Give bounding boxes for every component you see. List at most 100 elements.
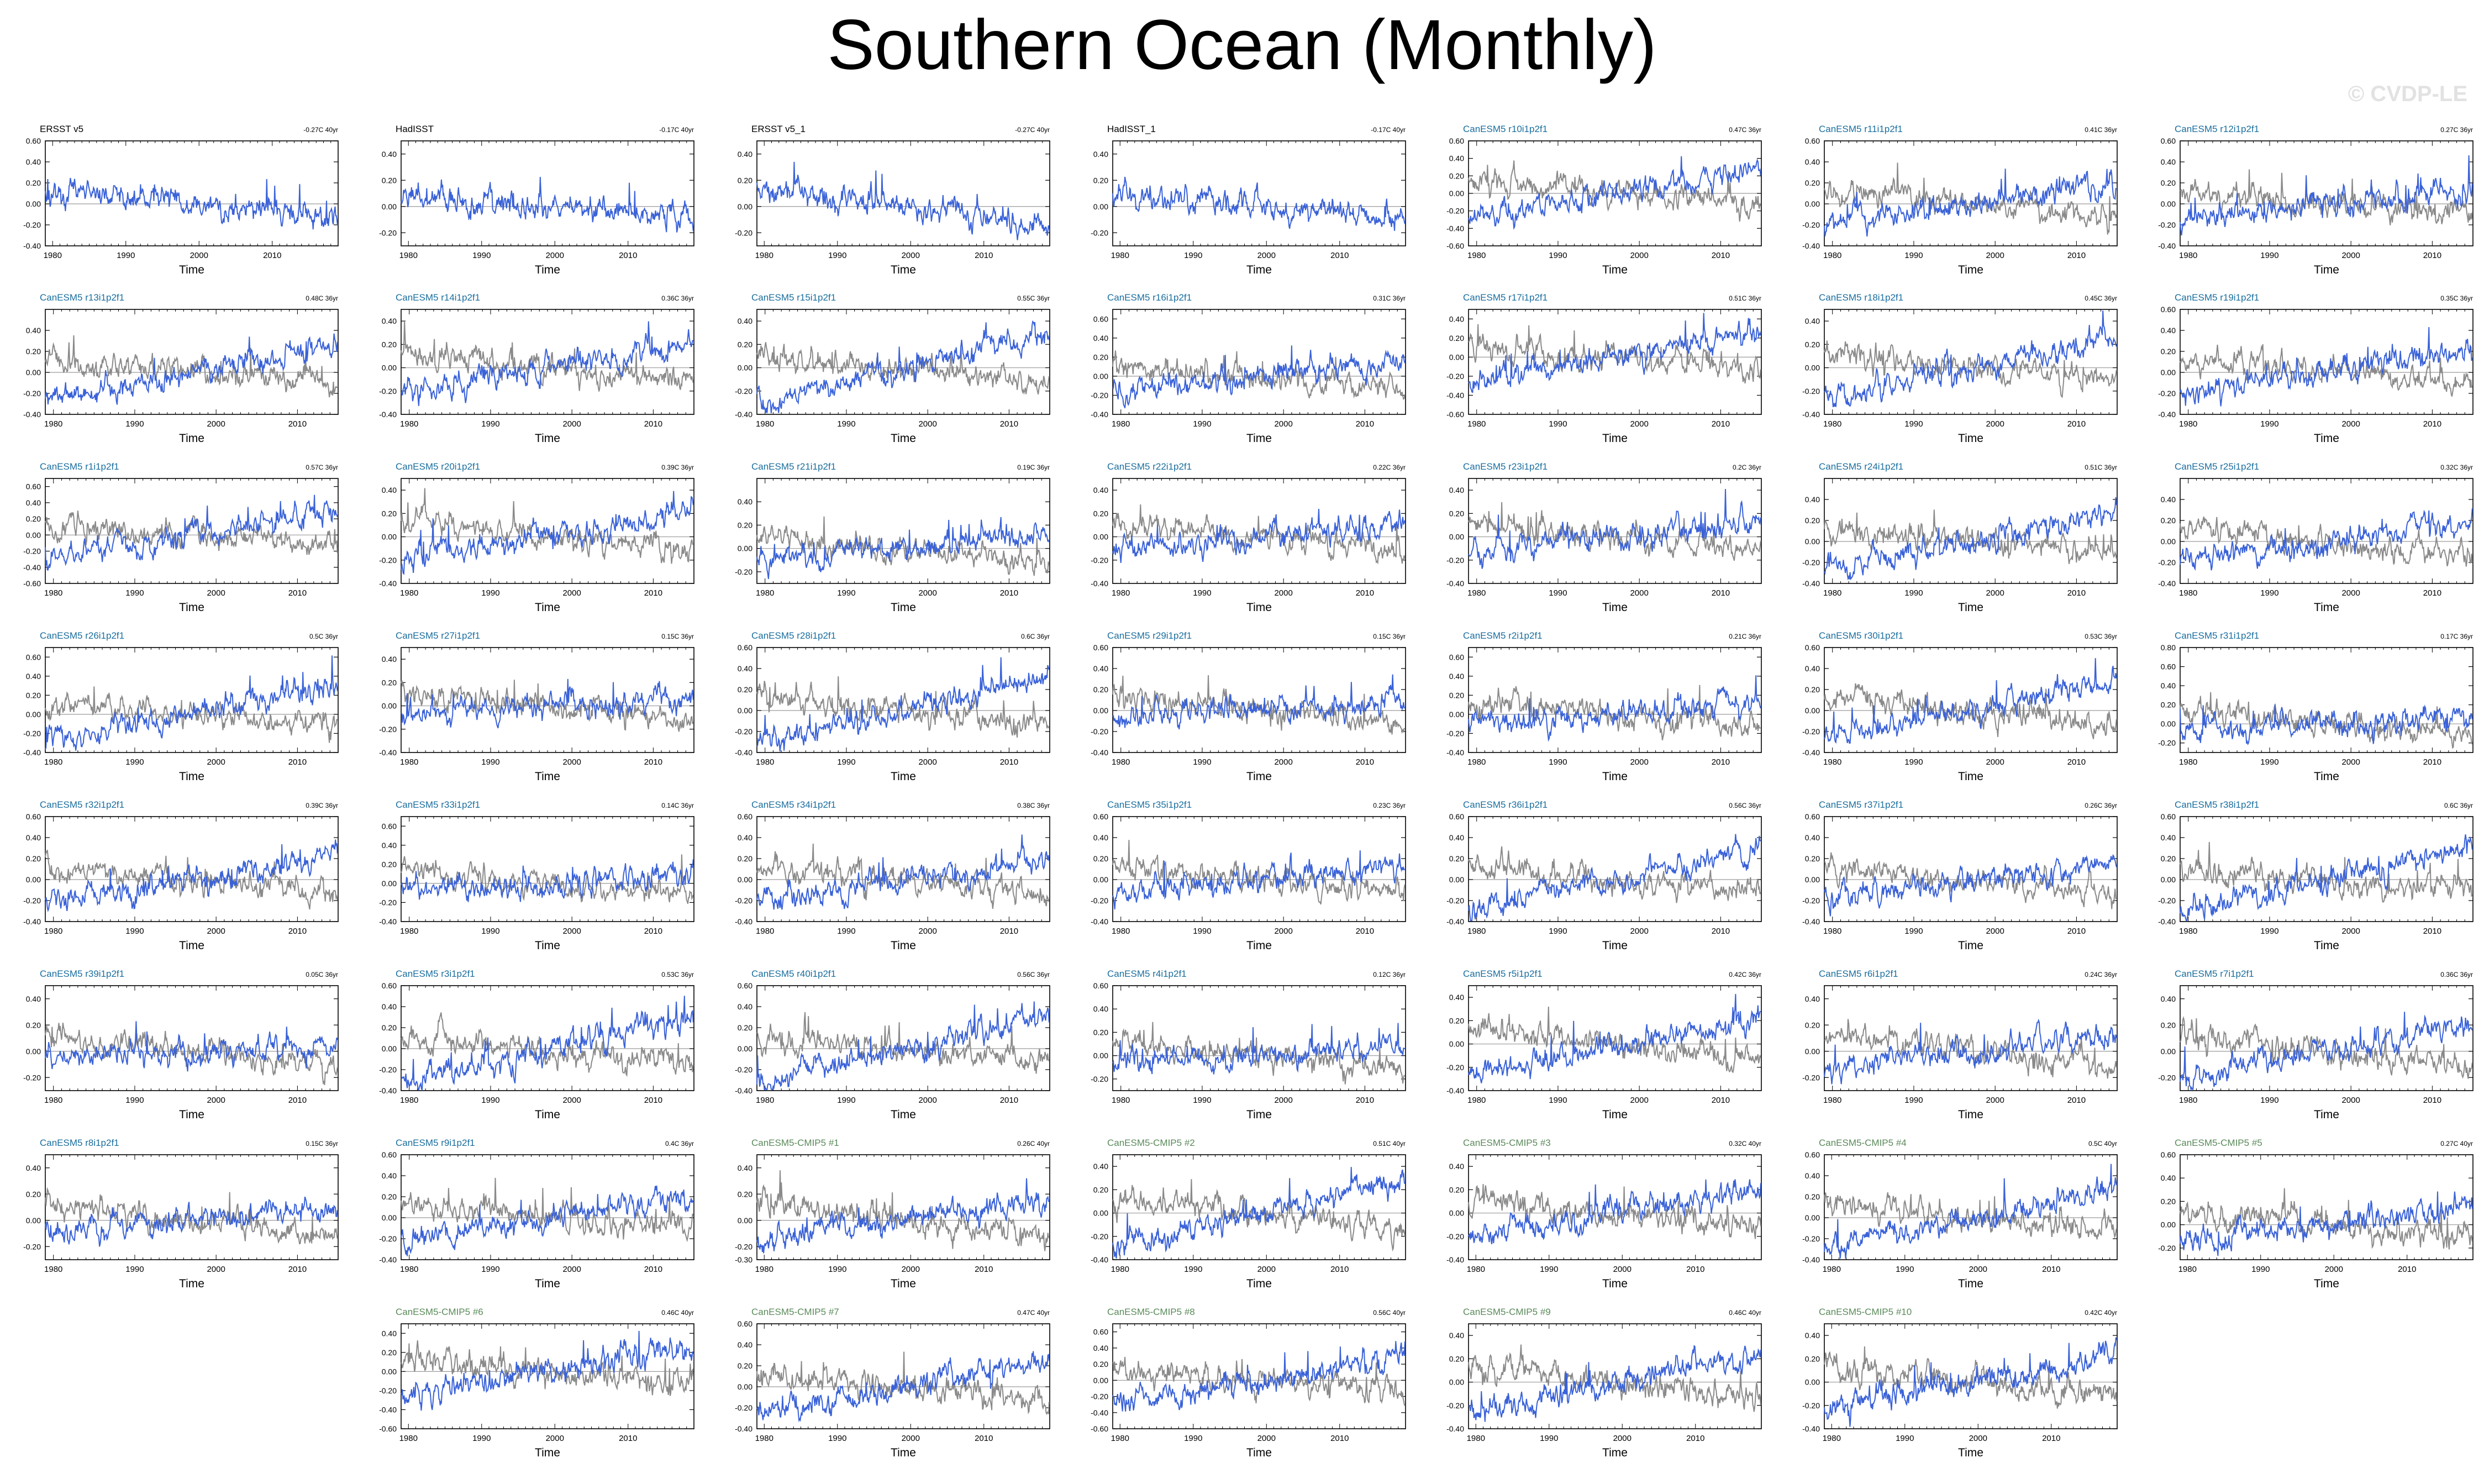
x-tick-label: 2000 [918, 419, 936, 429]
x-tick-label: 2000 [1630, 927, 1648, 936]
y-tick-label: -0.20 [1446, 1063, 1464, 1072]
panel-trend: 0.15C 36yr [1373, 633, 1406, 640]
panel-frame [2180, 647, 2474, 753]
panel-trend: 0.19C 36yr [1017, 464, 1050, 471]
panel-32: CanESM5 r35i1p2f1 0.23C 36yr 0.60 0.40 0.20 0… [1091, 799, 1406, 952]
y-tick-label: 0.40 [1449, 1162, 1464, 1171]
obs-series-line [756, 161, 1050, 240]
x-tick-label: 2010 [2042, 1265, 2060, 1274]
y-tick-label: 0.60 [1093, 314, 1108, 323]
x-axis-label: Time [2314, 1108, 2339, 1121]
panel-frame [401, 309, 694, 415]
x-axis-label: Time [1602, 939, 1628, 952]
x-axis-label: Time [2314, 770, 2339, 783]
panel-trend: -0.27C 40yr [303, 126, 338, 134]
y-tick-label: 0.40 [2161, 157, 2176, 166]
panel-title: CanESM5 r34i1p2f1 [751, 799, 836, 810]
panel-title: CanESM5 r37i1p2f1 [1819, 799, 1903, 810]
y-tick-label: -0.20 [379, 725, 397, 734]
x-tick-label: 1980 [44, 757, 62, 767]
y-tick-label: -0.20 [2158, 1073, 2176, 1082]
x-tick-label: 2000 [562, 419, 581, 429]
x-tick-label: 2000 [207, 757, 225, 767]
x-tick-label: 1990 [1184, 251, 1202, 260]
x-tick-label: 2010 [1686, 1265, 1704, 1274]
panel-39: CanESM5 r4i1p2f1 0.12C 36yr 0.60 0.40 0.20 0.… [1091, 969, 1406, 1121]
panel-title: CanESM5 r10i1p2f1 [1463, 124, 1548, 134]
y-tick-label: 0.00 [2161, 719, 2176, 728]
panel-10: CanESM5 r15i1p2f1 0.55C 36yr 0.40 0.20 0.00 -… [735, 292, 1050, 445]
x-tick-label: 2000 [1630, 251, 1648, 260]
panel-trend: 0.32C 40yr [1729, 1140, 1761, 1148]
x-tick-label: 2000 [1274, 588, 1292, 598]
x-tick-label: 1990 [1904, 757, 1923, 767]
y-tick-label: -0.40 [1091, 410, 1108, 419]
x-tick-label: 1990 [1549, 757, 1567, 767]
x-tick-label: 1980 [399, 251, 418, 260]
y-tick-label: 0.20 [1805, 178, 1820, 187]
x-tick-label: 2000 [1969, 1265, 1987, 1274]
y-tick-label: 0.00 [2161, 1047, 2176, 1056]
panel-34: CanESM5 r37i1p2f1 0.26C 36yr 0.60 0.40 0.20 0… [1802, 799, 2118, 952]
panel-title: CanESM5-CMIP5 #5 [2175, 1138, 2262, 1148]
panel-frame [1112, 647, 1406, 753]
y-tick-label: 0.60 [2161, 1150, 2176, 1159]
x-tick-label: 1980 [400, 1265, 418, 1274]
panel-title: CanESM5 r20i1p2f1 [396, 461, 480, 472]
x-axis-label: Time [1958, 1277, 1983, 1290]
x-tick-label: 1990 [1193, 419, 1211, 429]
x-tick-label: 1980 [1823, 588, 1841, 598]
panel-trend: 0.38C 36yr [1017, 802, 1050, 809]
panel-trend: 0.22C 36yr [1373, 464, 1406, 471]
y-tick-label: 0.00 [738, 544, 752, 553]
panel-40: CanESM5 r5i1p2f1 0.42C 36yr 0.40 0.20 0.00 -0… [1446, 969, 1762, 1121]
x-tick-label: 2010 [644, 927, 662, 936]
x-tick-label: 2000 [207, 927, 225, 936]
x-tick-label: 2010 [619, 251, 637, 260]
panel-26: CanESM5 r2i1p2f1 0.21C 36yr 0.60 0.40 0.20 0.… [1446, 630, 1762, 783]
panel-3: ERSST v5_1 -0.27C 40yr 0.40 0.20 0.00 -0.20 19… [735, 124, 1050, 276]
panel-24: CanESM5 r28i1p2f1 0.6C 36yr 0.60 0.40 0.20 0.… [735, 630, 1050, 783]
x-axis-label: Time [2314, 601, 2339, 614]
panel-8: CanESM5 r13i1p2f1 0.48C 36yr 0.40 0.20 0.00 -… [23, 292, 339, 445]
y-tick-label: 0.40 [1805, 1171, 1820, 1180]
y-tick-label: -0.40 [23, 748, 41, 757]
obs-series-line [1112, 675, 1405, 735]
y-tick-label: -0.40 [2158, 241, 2176, 250]
x-axis-label: Time [891, 939, 916, 952]
panel-title: CanESM5 r32i1p2f1 [40, 799, 124, 810]
obs-series-line [45, 1023, 338, 1086]
x-axis-label: Time [1602, 432, 1628, 445]
x-tick-label: 1980 [2179, 251, 2197, 260]
panel-trend: 0.39C 36yr [306, 802, 338, 809]
x-tick-label: 2000 [1274, 927, 1292, 936]
x-tick-label: 2010 [288, 588, 307, 598]
x-tick-label: 2000 [1257, 251, 1276, 260]
x-tick-label: 1980 [756, 927, 774, 936]
y-tick-label: -0.20 [1091, 896, 1108, 905]
y-tick-label: 0.20 [1449, 854, 1464, 863]
x-tick-label: 1980 [2179, 757, 2197, 767]
y-tick-label: 0.00 [1449, 1209, 1464, 1218]
panel-trend: 0.45C 36yr [2085, 294, 2117, 302]
y-tick-label: 0.60 [26, 652, 41, 661]
y-tick-label: 0.20 [382, 1023, 397, 1032]
obs-series-line [45, 511, 338, 555]
x-tick-label: 2000 [1630, 419, 1648, 429]
y-tick-label: -0.40 [2158, 917, 2176, 926]
x-tick-label: 1990 [117, 251, 135, 260]
model-series-line [401, 859, 694, 902]
model-series-line [1112, 674, 1406, 730]
y-tick-label: 0.40 [26, 833, 41, 842]
model-series-line [756, 1178, 1050, 1254]
y-tick-label: -0.20 [1091, 228, 1108, 237]
panel-trend: 0.41C 36yr [2085, 126, 2117, 134]
x-tick-label: 2010 [288, 757, 307, 767]
model-series-line [45, 655, 338, 751]
panel-31: CanESM5 r34i1p2f1 0.38C 36yr 0.60 0.40 0.20 0… [735, 799, 1050, 952]
panel-frame [2180, 140, 2474, 246]
x-tick-label: 2000 [2341, 757, 2360, 767]
x-tick-label: 2010 [2067, 419, 2086, 429]
model-series-line [756, 657, 1050, 752]
